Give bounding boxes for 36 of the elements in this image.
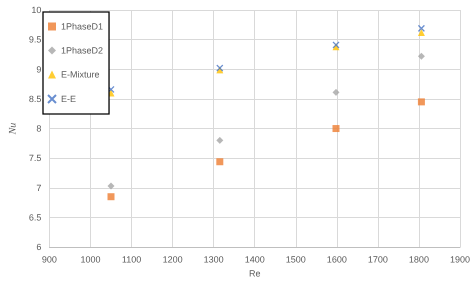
point [332,125,340,132]
point [418,29,425,36]
x-tick-label: 1100 [122,254,142,265]
x-tick-label: 1300 [204,254,224,265]
y-tick-label: 9 [36,64,42,74]
point [418,98,425,106]
point [216,158,224,166]
legend-label: 1PhaseD2 [61,46,104,56]
legend-label: 1PhaseD1 [61,22,104,32]
y-tick-label: 8.5 [28,94,42,104]
y-tick-label: 6 [36,242,42,252]
x-tick-label: 1500 [286,254,306,265]
x-tick-label: 900 [42,254,57,265]
y-axis-title: Nu [8,122,18,136]
y-tick-label: 8 [36,124,42,134]
point [108,193,114,200]
y-tick-label: 7 [36,182,42,193]
x-tick-label: 1200 [162,254,183,265]
x-tick-label: 1400 [244,254,265,265]
y-tick-label: 6.5 [28,212,42,222]
x-tick-label: 1900 [450,254,470,265]
y-tick-label: 10 [31,5,42,15]
x-tick-label: 1600 [326,254,347,265]
x-axis-title: Re [248,268,260,278]
y-tick-label: 9.5 [28,34,42,45]
x-tick-label: 1000 [80,254,100,265]
legend-label: E-Mixture [61,70,100,80]
y-tick-label: 7.5 [28,153,42,164]
x-tick-label: 1800 [408,254,429,265]
point [216,136,224,144]
point [108,182,114,190]
point [332,88,340,96]
point [418,52,425,60]
legend-label: E-E [61,94,76,104]
point [418,24,426,32]
x-tick-label: 1700 [368,254,388,265]
